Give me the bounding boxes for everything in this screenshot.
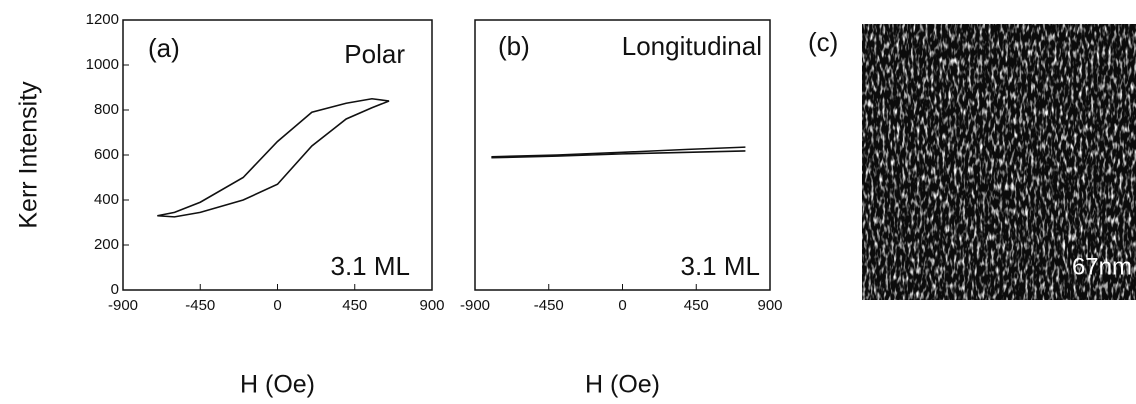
x-tick-label: -900	[108, 297, 138, 314]
annotation: (b)	[498, 31, 530, 61]
x-tick-label: 450	[684, 297, 709, 314]
hysteresis-line	[157, 97, 390, 217]
x-tick-label: -900	[460, 297, 490, 314]
x-tick-label: -450	[534, 297, 564, 314]
x-tick-label: 900	[419, 297, 444, 314]
annotation: (a)	[148, 33, 180, 63]
image-panel: (c) 67nm	[808, 24, 1136, 300]
annotation: 3.1 ML	[681, 251, 761, 281]
x-tick-label: 900	[757, 297, 782, 314]
y-tick-label: 1200	[86, 11, 119, 28]
x-axis-label: H (Oe)	[585, 371, 660, 399]
x-tick-label: 0	[618, 297, 626, 314]
scale-label: 67nm	[1072, 253, 1132, 280]
hysteresis-line	[157, 100, 390, 218]
plot: -900 -450 0 450 900 0 200 400 600 800 1000 1200 H (O…	[15, 11, 445, 399]
y-tick-label: 0	[111, 281, 119, 298]
y-tick-label: 800	[94, 101, 119, 118]
y-tick-label: 400	[94, 191, 119, 208]
y-tick-label: 600	[94, 146, 119, 163]
hysteresis-line	[491, 150, 746, 159]
annotation: 3.1 ML	[331, 251, 411, 281]
annotation: Longitudinal	[622, 31, 762, 61]
x-axis-label: H (Oe)	[240, 371, 315, 399]
x-tick-label: 450	[342, 297, 367, 314]
panel-label: (c)	[808, 27, 838, 57]
micrograph-texture	[862, 24, 1136, 300]
y-tick-label: 1000	[86, 56, 119, 73]
x-tick-label: 0	[273, 297, 281, 314]
x-tick-label: -450	[185, 297, 215, 314]
annotation: Polar	[344, 39, 405, 69]
hysteresis-line	[491, 146, 746, 158]
y-tick-label: 200	[94, 236, 119, 253]
y-axis-label: Kerr Intensity	[15, 81, 43, 229]
plot: -900 -450 0 450 900 H (Oe) (b) Longitudinal 3.1 …	[460, 19, 783, 399]
